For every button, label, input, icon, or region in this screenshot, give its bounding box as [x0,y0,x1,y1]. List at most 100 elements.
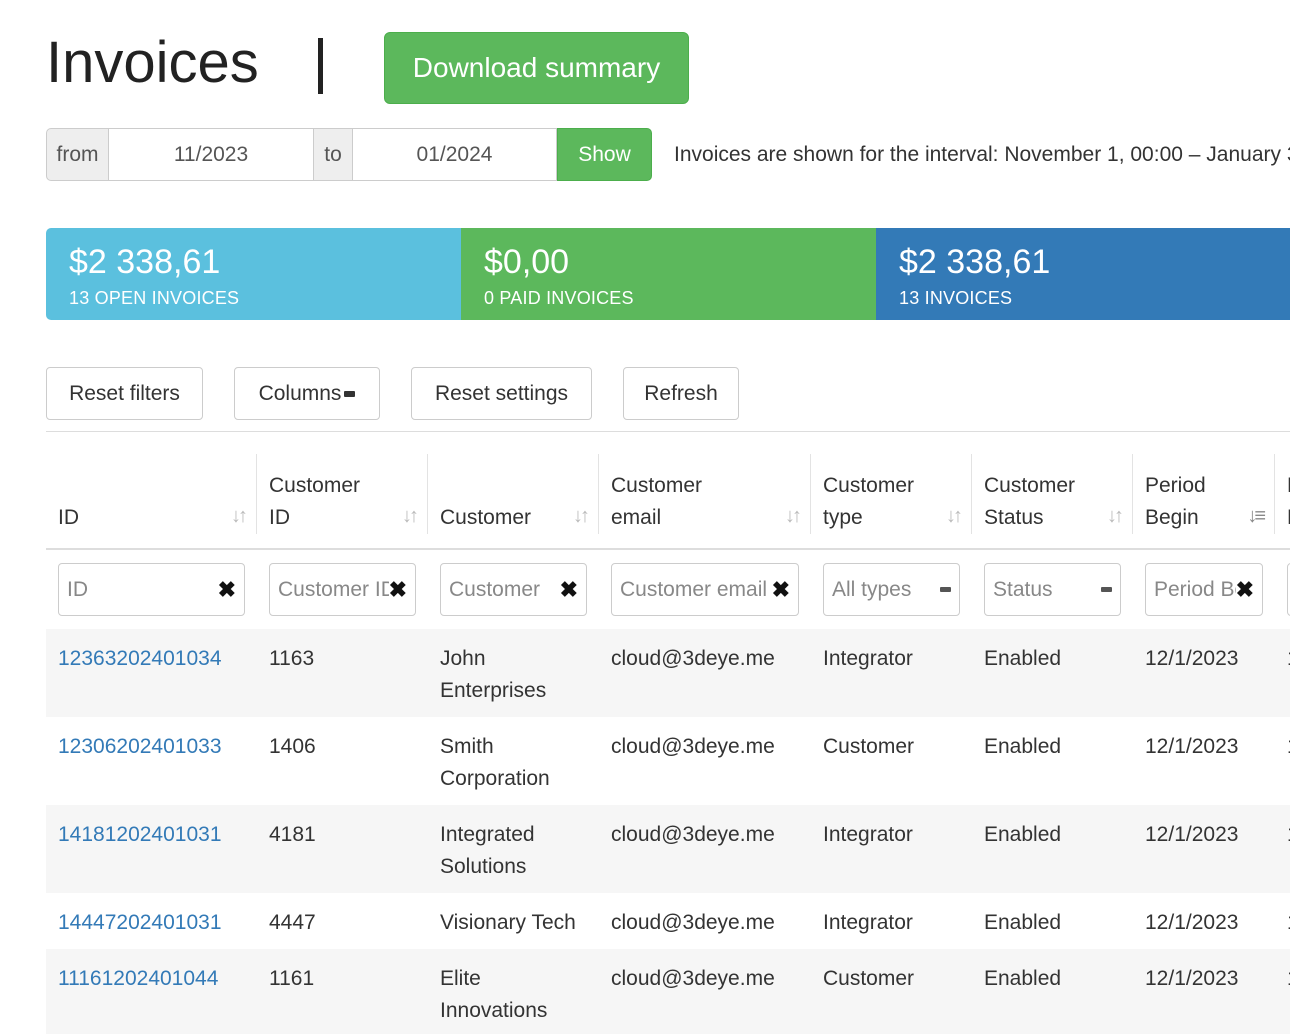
email-cell: cloud@3deye.me [599,805,811,893]
refresh-button[interactable]: Refresh [623,367,739,420]
show-button[interactable]: Show [557,128,652,181]
period-end-cell: 1 [1275,893,1290,949]
clear-filter-icon[interactable]: ✖ [559,576,578,602]
id-filter-input[interactable]: ID ✖ [58,563,245,616]
customer-cell: Integrated Solutions [428,805,599,893]
clear-filter-icon[interactable]: ✖ [1235,576,1254,602]
invoice-id-link[interactable]: 12306202401033 [58,735,222,758]
invoice-id-link[interactable]: 12363202401034 [58,647,222,670]
invoice-id-link[interactable]: 11161202401044 [58,967,219,990]
sort-desc-icon[interactable]: ↓≡ [1247,505,1266,527]
column-header-label: Begin [1145,506,1199,529]
clear-filter-icon[interactable]: ✖ [217,576,236,602]
customer-id-filter-input[interactable]: Customer ID ✖ [269,563,416,616]
clear-filter-icon[interactable]: ✖ [771,576,790,602]
type-cell: Integrator [811,805,972,893]
table-row[interactable]: 14181202401031 4181 Integrated Solutions… [46,805,1290,893]
interval-selector: from to Show [46,128,652,181]
reset-filters-button[interactable]: Reset filters [46,367,203,420]
period-begin-cell: 12/1/2023 [1145,911,1239,934]
customer-id-cell: 1161 [257,949,428,1034]
table-row[interactable]: 11161202401044 1161 Elite Innovations cl… [46,949,1290,1034]
column-header-label: Period [1145,474,1206,497]
period-end-cell: 1 [1275,949,1290,1034]
filter-placeholder: Customer email [620,577,768,601]
status-filter-select[interactable]: Status [984,563,1121,616]
column-divider [971,454,972,534]
email-cell: cloud@3deye.me [611,735,775,758]
sort-icon[interactable]: ↓↑ [946,505,963,527]
sort-icon[interactable]: ↓↑ [402,505,419,527]
type-cell: Integrator [823,911,913,934]
status-cell: Enabled [984,911,1062,934]
column-header-customer-email[interactable]: Customer email ↓↑ [599,432,811,550]
column-divider [1274,454,1275,534]
sort-icon[interactable]: ↓↑ [231,505,248,527]
interval-description: Invoices are shown for the interval: Nov… [674,143,1290,166]
sort-icon[interactable]: ↓↑ [785,505,802,527]
column-header-label: Customer [611,474,703,497]
invoice-id-link[interactable]: 14181202401031 [58,823,222,846]
customer-cell: John Enterprises [428,629,599,717]
column-header-customer-type[interactable]: Customer type ↓↑ [811,432,972,550]
period-begin-cell: 12/1/2023 [1145,735,1239,758]
sort-icon[interactable]: ↓↑ [1107,505,1124,527]
dropdown-icon[interactable] [940,587,951,592]
status-cell: Enabled [984,735,1062,758]
clear-filter-icon[interactable]: ✖ [388,576,407,602]
type-filter-select[interactable]: All types [823,563,960,616]
email-cell: cloud@3deye.me [611,911,775,934]
column-header-label: Customer [823,474,915,497]
from-label: from [46,128,109,181]
column-header-label: Customer [440,506,532,529]
table-header-row: ID ↓↑ Customer ID ↓↑ Customer ↓↑ Custome… [46,432,1290,550]
customer-filter-input[interactable]: Customer ✖ [440,563,587,616]
column-header-label: type [823,506,863,529]
period-begin-filter-input[interactable]: Period Begin✖ [1145,563,1263,616]
column-header-customer[interactable]: Customer ↓↑ [428,432,599,550]
to-date-input[interactable] [352,128,557,181]
filter-row: ID ✖ Customer ID ✖ Customer ✖ Customer emai… [46,549,1290,629]
sort-icon[interactable]: ↓↑ [573,505,590,527]
reset-settings-button[interactable]: Reset settings [411,367,592,420]
customer-id-cell: 1163 [257,629,428,717]
table-row[interactable]: 14447202401031 4447 Visionary Tech cloud… [46,893,1290,949]
column-header-label: email [611,506,662,529]
open-invoices-summary: $2 338,61 13 OPEN INVOICES [46,228,461,320]
filter-placeholder: Status [993,577,1053,601]
filter-placeholder: ID [67,577,88,601]
column-divider [810,454,811,534]
customer-id-cell: 4447 [269,911,316,934]
invoice-summary: $2 338,61 13 OPEN INVOICES $0,00 0 PAID … [46,228,1290,320]
column-header-period-begin[interactable]: Period Begin ↓≡ [1133,432,1275,550]
email-cell: cloud@3deye.me [599,949,811,1034]
period-end-filter-input[interactable] [1287,563,1290,616]
invoice-id-link[interactable]: 14447202401031 [58,911,222,934]
customer-cell: Visionary Tech [428,893,599,949]
columns-dropdown-icon [344,390,356,397]
table-row[interactable]: 12363202401034 1163 John Enterprises clo… [46,629,1290,717]
column-header-label: Status [984,506,1044,529]
column-header-label: Customer [984,474,1076,497]
type-cell: Customer [811,949,972,1034]
period-end-cell: 1 [1275,629,1290,717]
paid-invoices-amount: $0,00 [484,243,570,281]
paid-invoices-caption: 0 PAID INVOICES [484,288,634,308]
column-header-period-end[interactable]: P E [1275,432,1290,550]
email-filter-input[interactable]: Customer email ✖ [611,563,799,616]
from-date-input[interactable] [109,128,314,181]
invoices-table: ID ↓↑ Customer ID ↓↑ Customer ↓↑ Custome… [46,432,1290,1034]
download-summary-button[interactable]: Download summary [384,32,689,104]
type-cell: Integrator [811,629,972,717]
filter-placeholder: Customer ID [278,577,389,601]
column-header-id[interactable]: ID ↓↑ [46,432,257,550]
email-cell: cloud@3deye.me [599,629,811,717]
total-invoices-caption: 13 INVOICES [899,288,1013,308]
column-header-label: ID [269,506,290,529]
table-row[interactable]: 12306202401033 1406 Smith Corporation cl… [46,717,1290,805]
customer-id-cell: 4181 [257,805,428,893]
column-header-customer-id[interactable]: Customer ID ↓↑ [257,432,428,550]
columns-button[interactable]: Columns [234,367,380,420]
column-header-customer-status[interactable]: Customer Status ↓↑ [972,432,1133,550]
dropdown-icon[interactable] [1101,587,1112,592]
